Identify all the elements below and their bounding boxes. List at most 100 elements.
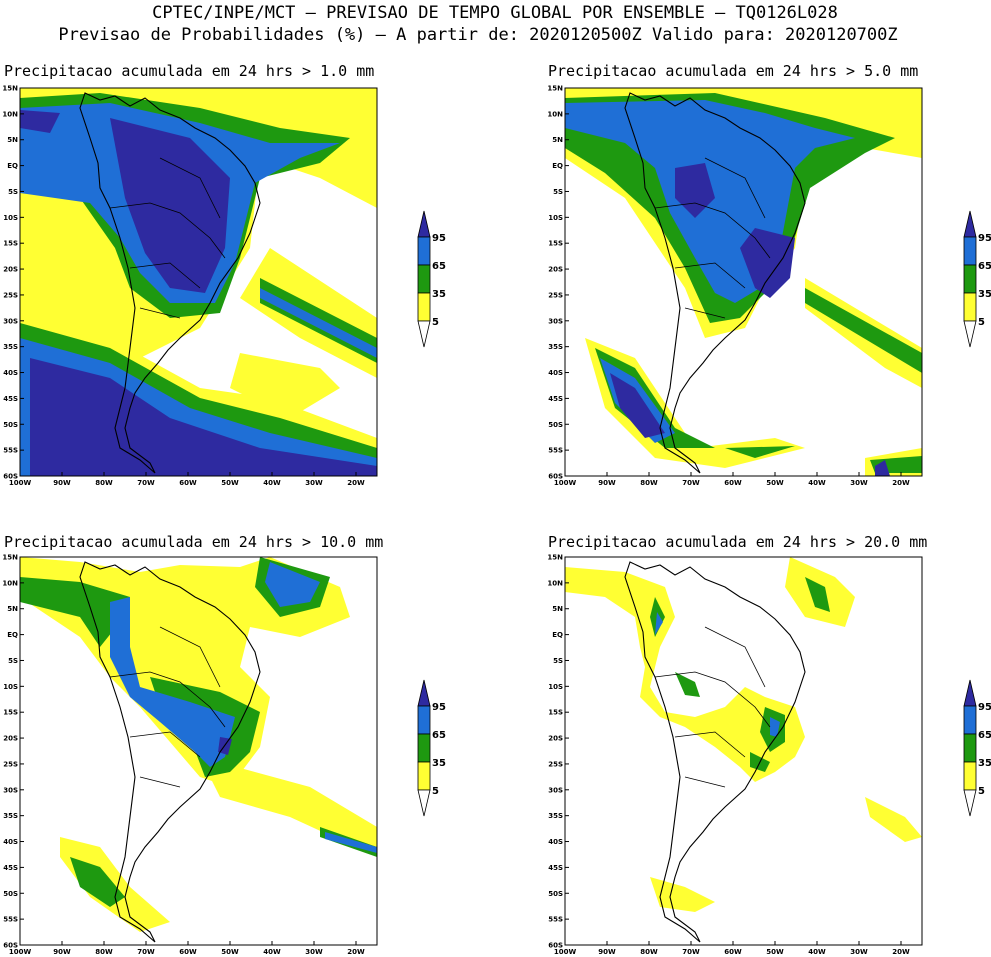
lat-label: 5N — [552, 605, 563, 613]
lat-label: 15S — [548, 240, 563, 248]
colorbar-segment — [963, 705, 977, 735]
colorbar: 95 65 35 5 — [417, 210, 446, 348]
lat-label: 55S — [548, 447, 563, 455]
figure-title-line2: Previsao de Probabilidades (%) – A parti… — [58, 25, 897, 45]
colorbar-label: 5 — [978, 786, 985, 797]
map-border — [19, 556, 378, 946]
lat-label: 50S — [548, 421, 563, 429]
lon-label: 30W — [850, 948, 868, 956]
panel-3: Precipitacao acumulada em 24 hrs > 10.0 … — [2, 533, 446, 956]
colorbar-label: 95 — [432, 702, 446, 713]
colorbar: 95 65 35 5 — [963, 210, 991, 348]
colorbar-arrow-bottom — [417, 789, 431, 817]
colorbar-segment — [417, 236, 431, 266]
colorbar-arrow-top — [963, 679, 977, 707]
colorbar-segment — [963, 733, 977, 763]
lon-label: 20W — [347, 479, 365, 487]
lat-label: 45S — [548, 395, 563, 403]
lat-label: 45S — [548, 864, 563, 872]
lat-label: 30S — [548, 317, 563, 325]
lat-label: 55S — [548, 916, 563, 924]
lon-label: 30W — [305, 948, 323, 956]
lat-axis: 15N 10N 5N EQ 5S 10S 15S 20S 25S 30S 35S 40S 45S 50S 5… — [547, 554, 569, 950]
figure-title-line1: CPTEC/INPE/MCT – PREVISAO DE TEMPO GLOBA… — [152, 3, 838, 23]
lat-label: 45S — [3, 864, 18, 872]
lon-label: 50W — [766, 948, 784, 956]
lon-label: 50W — [221, 479, 239, 487]
lat-label: 20S — [3, 266, 18, 274]
map-border — [19, 87, 378, 477]
colorbar-segment — [417, 705, 431, 735]
colorbar-label: 35 — [432, 758, 446, 769]
lat-label: 35S — [3, 812, 18, 820]
lon-label: 60W — [179, 479, 197, 487]
lat-label: 10S — [548, 214, 563, 222]
lon-label: 70W — [137, 479, 155, 487]
map-frame: 15N 10N 5N EQ 5S 10S 15S 20S 25S 30S 35S 40S 45S 50S 5… — [547, 554, 923, 956]
lat-label: 60S — [3, 942, 18, 950]
lat-label: 10N — [2, 579, 18, 587]
coastline — [79, 92, 261, 474]
colorbar-label: 35 — [978, 758, 991, 769]
colorbar-label: 5 — [432, 317, 439, 328]
lon-label: 60W — [724, 948, 742, 956]
map-frame: 15N 10N 5N EQ 5S 10S 15S 20S 25S 30S 35S 40S 45S 50S 5… — [2, 85, 378, 487]
lat-label: 30S — [3, 786, 18, 794]
colorbar-label: 35 — [978, 289, 991, 300]
colorbar-label: 65 — [978, 261, 991, 272]
lat-label: 20S — [3, 735, 18, 743]
colorbar-label: 95 — [978, 233, 991, 244]
lat-label: 35S — [548, 812, 563, 820]
lon-label: 90W — [598, 479, 616, 487]
lat-label: 10S — [3, 683, 18, 691]
lon-axis: 100W 90W 80W 70W 60W 50W 40W 30W 20W — [9, 941, 365, 956]
lat-label: 50S — [3, 890, 18, 898]
lon-label: 40W — [808, 479, 826, 487]
lat-label: 25S — [3, 291, 18, 299]
lat-label: 60S — [548, 942, 563, 950]
lat-label: EQ — [552, 162, 563, 170]
lon-label: 90W — [53, 479, 71, 487]
lat-label: 15S — [3, 240, 18, 248]
lon-label: 90W — [598, 948, 616, 956]
lat-label: 15N — [2, 554, 18, 562]
lat-label: 60S — [3, 473, 18, 481]
lon-axis: 100W 90W 80W 70W 60W 50W 40W 30W 20W — [554, 941, 910, 956]
lat-label: 15S — [3, 709, 18, 717]
map-frame: 15N 10N 5N EQ 5S 10S 15S 20S 25S 30S 35S 40S 45S 50S 5… — [2, 554, 378, 956]
lon-label: 100W — [554, 948, 577, 956]
lon-label: 70W — [137, 948, 155, 956]
lon-label: 80W — [95, 479, 113, 487]
lon-label: 30W — [850, 479, 868, 487]
lat-label: 55S — [3, 447, 18, 455]
lat-label: EQ — [7, 162, 18, 170]
lat-label: 25S — [548, 291, 563, 299]
colorbar-arrow-top — [963, 210, 977, 238]
lon-label: 40W — [263, 948, 281, 956]
colorbar-label: 65 — [432, 730, 446, 741]
lat-label: 10S — [548, 683, 563, 691]
prob-band-65 — [565, 100, 855, 443]
lat-label: 25S — [3, 760, 18, 768]
lat-axis: 15N 10N 5N EQ 5S 10S 15S 20S 25S 30S 35S 40S 45S 50S 5… — [2, 554, 24, 950]
lon-label: 40W — [263, 479, 281, 487]
lat-label: 20S — [548, 266, 563, 274]
lat-label: 50S — [548, 890, 563, 898]
lat-label: 15N — [547, 85, 563, 93]
lat-label: 35S — [548, 343, 563, 351]
colorbar-segment — [417, 733, 431, 763]
lat-label: 60S — [548, 473, 563, 481]
panel-1: Precipitacao acumulada em 24 hrs > 1.0 m… — [2, 62, 446, 487]
lat-label: 55S — [3, 916, 18, 924]
panel-title: Precipitacao acumulada em 24 hrs > 5.0 m… — [548, 62, 918, 80]
lat-label: 40S — [548, 369, 563, 377]
colorbar-segment — [963, 236, 977, 266]
lat-label: 5S — [553, 657, 563, 665]
lat-label: 15S — [548, 709, 563, 717]
lat-axis: 15N 10N 5N EQ 5S 10S 15S 20S 25S 30S 35S 40S 45S 50S 5… — [2, 85, 24, 481]
lon-label: 80W — [640, 479, 658, 487]
lon-axis: 100W 90W 80W 70W 60W 50W 40W 30W 20W — [554, 472, 910, 487]
colorbar-segment — [417, 292, 431, 322]
colorbar-segment — [963, 761, 977, 791]
